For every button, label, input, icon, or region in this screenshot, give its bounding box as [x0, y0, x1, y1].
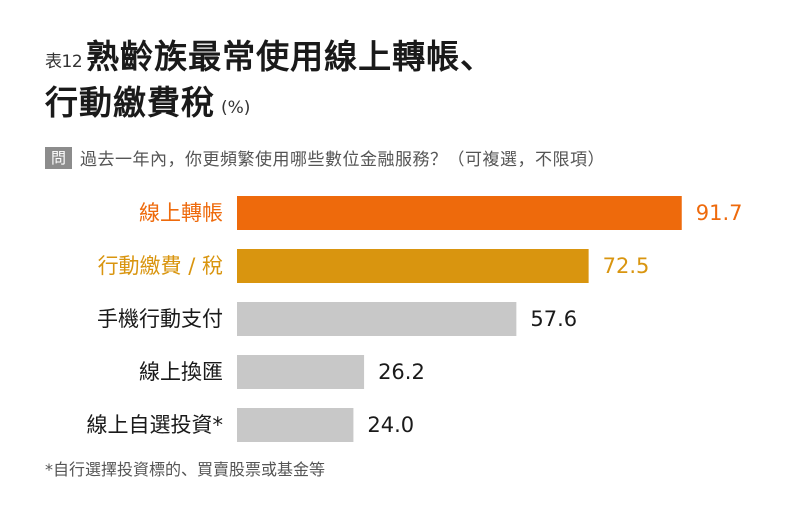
category-label: 線上轉帳 — [139, 201, 223, 225]
title-line-1: 表12 熟齡族最常使用線上轉帳、 — [45, 30, 494, 78]
bar — [237, 355, 365, 389]
chart-title-part-1: 熟齡族最常使用線上轉帳、 — [86, 37, 495, 76]
chart-title-part-2: 行動繳費稅 — [45, 83, 215, 122]
category-label: 行動繳費 / 稅 — [98, 254, 223, 278]
bar — [237, 408, 354, 442]
data-label: 72.5 — [603, 254, 650, 278]
bar — [237, 302, 517, 336]
question-text: 過去一年內，你更頻繁使用哪些數位金融服務？（可複選，不限項） — [80, 150, 606, 170]
category-label: 線上換匯 — [139, 360, 223, 384]
bar — [237, 249, 589, 283]
table-number: 表12 — [45, 52, 83, 72]
footnote: *自行選擇投資標的、買賣股票或基金等 — [45, 460, 326, 479]
data-label: 24.0 — [367, 413, 414, 437]
chart-title-block: 表12 熟齡族最常使用線上轉帳、 行動繳費稅 (%) — [45, 30, 494, 124]
data-label: 57.6 — [530, 307, 577, 331]
bar — [237, 196, 682, 230]
data-label: 91.7 — [696, 201, 743, 225]
category-label: 線上自選投資* — [87, 413, 224, 437]
question-badge: 問 — [45, 146, 73, 169]
title-line-2: 行動繳費稅 (%) — [45, 78, 494, 124]
survey-question: 問 過去一年內，你更頻繁使用哪些數位金融服務？（可複選，不限項） — [45, 145, 605, 170]
data-label: 26.2 — [378, 360, 425, 384]
chart-unit: (%) — [221, 98, 251, 118]
category-label: 手機行動支付 — [97, 307, 223, 331]
